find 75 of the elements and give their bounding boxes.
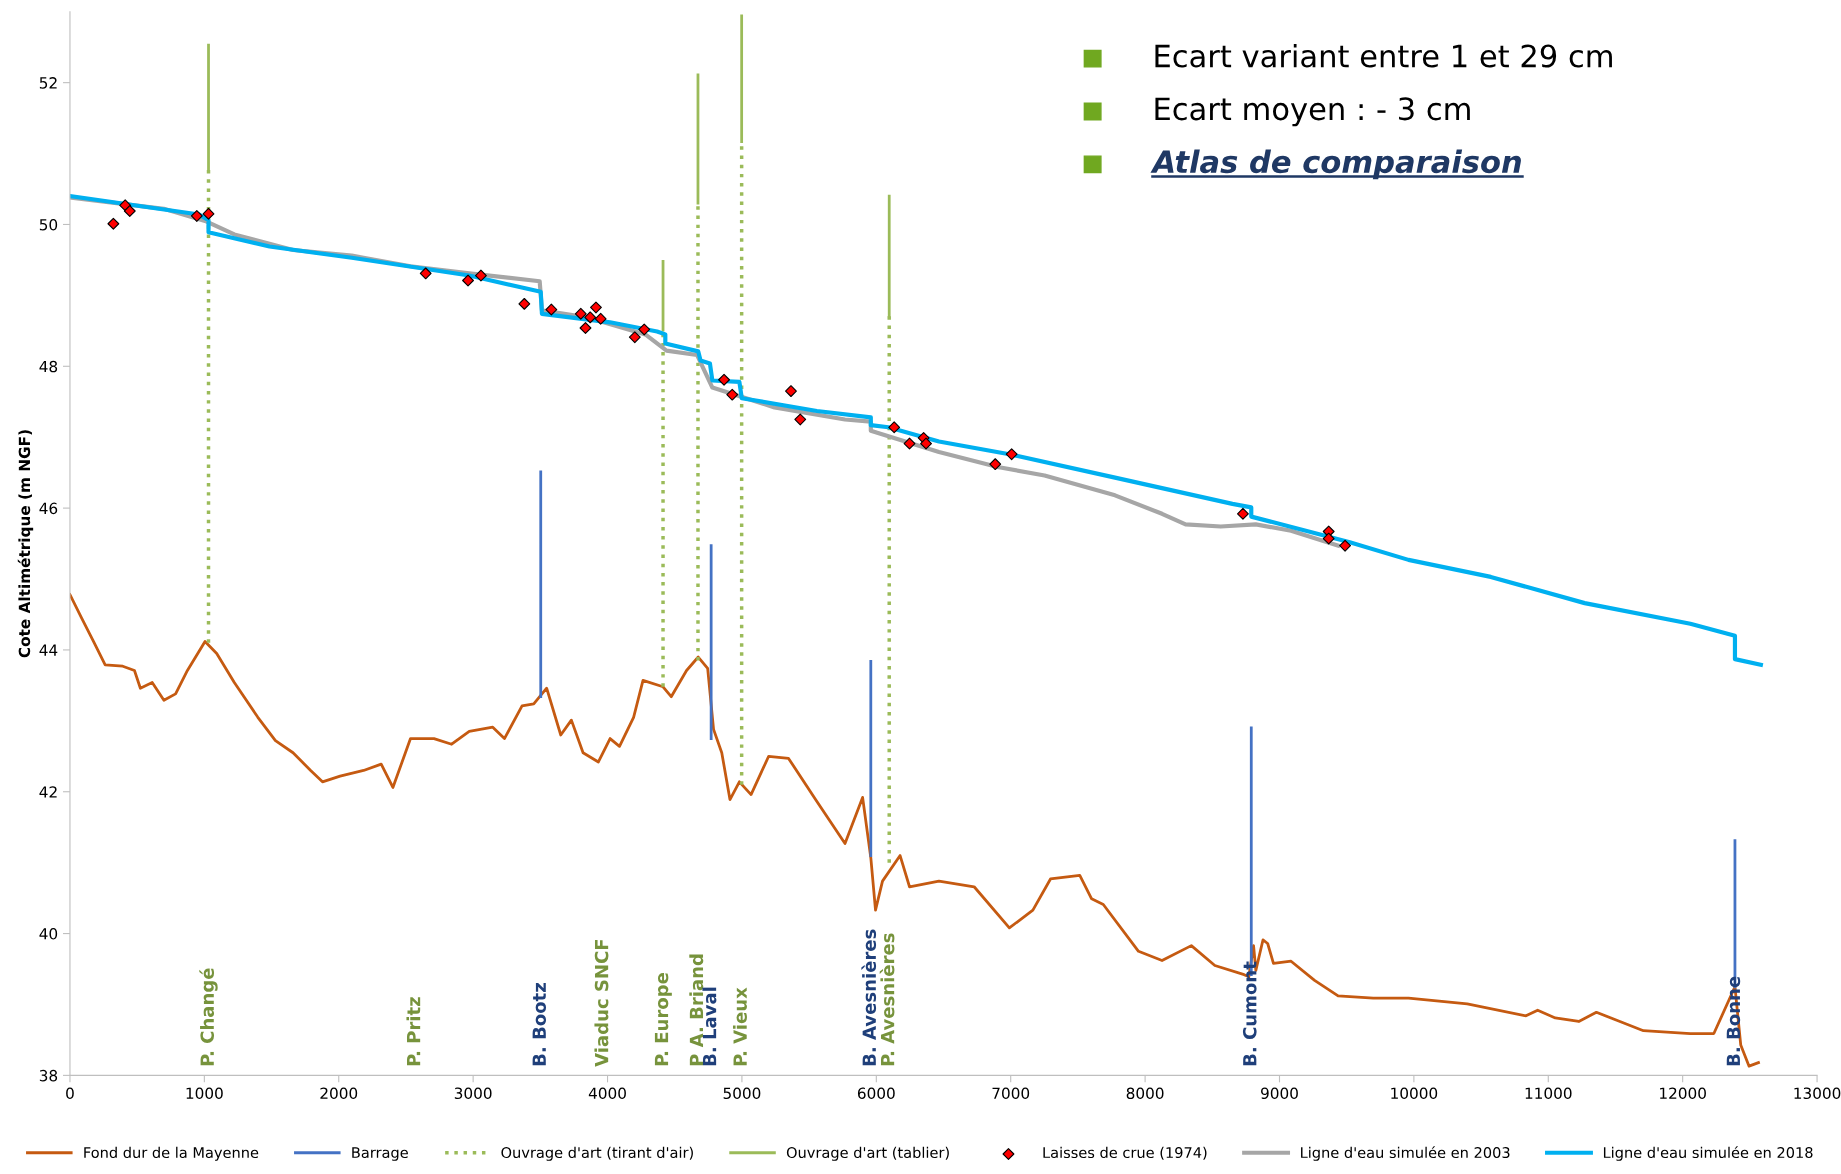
annotation: Viaduc SNCF (594, 939, 609, 1067)
y-tick-label: 48 (39, 360, 58, 373)
point (462, 274, 474, 287)
point (590, 301, 602, 314)
x-tick-label: 3000 (454, 1087, 492, 1100)
y-tick-label: 38 (39, 1069, 58, 1082)
annotation: Ecart moyen : - 3 cm (1155, 97, 1470, 127)
annotation: B. Laval (702, 987, 717, 1066)
x-tick-label: 0 (66, 1087, 74, 1100)
x-tick-label: 1000 (186, 1087, 223, 1100)
point (107, 217, 120, 230)
x-tick-label: 11000 (1525, 1087, 1572, 1100)
point (1322, 532, 1335, 545)
annotation: P. Changé (199, 968, 218, 1066)
point (419, 267, 432, 280)
y-tick-label: 42 (39, 786, 57, 798)
x-tick-label: 12000 (1660, 1087, 1706, 1100)
x-tick-label: 2000 (320, 1087, 358, 1100)
annotation: P. Avesnières (879, 933, 895, 1066)
annotation: B. Avesnières (861, 929, 877, 1066)
point (785, 385, 797, 398)
annotation: Ecart variant entre 1 et 29 cm (1155, 43, 1612, 68)
point (1237, 507, 1249, 520)
y-tick-label: 50 (39, 218, 58, 231)
y-axis-title: Cote Altimétrique (m NGF) (17, 430, 34, 658)
x-tick-label: 5000 (723, 1087, 761, 1100)
point (726, 388, 739, 401)
point (794, 413, 807, 426)
y-tick-label: 52 (39, 77, 57, 89)
point (920, 437, 932, 450)
x-tick-label: 9000 (1261, 1087, 1298, 1100)
point (1339, 539, 1352, 552)
point (190, 210, 203, 222)
point (574, 307, 587, 320)
annotation: P A. Briand (689, 954, 704, 1066)
point (1005, 448, 1018, 461)
annotation: P. Pritz (406, 997, 421, 1066)
point (123, 205, 136, 217)
point (638, 323, 651, 336)
point (202, 207, 215, 220)
x-tick-label: 7000 (992, 1087, 1030, 1100)
annotation: B. Cumont (1242, 961, 1257, 1066)
annotation: P. Europe (654, 973, 672, 1066)
point (888, 421, 901, 434)
legend-label: Ligne d'eau simulée en 2018 (1603, 1146, 1813, 1161)
legend-label: Barrage (352, 1147, 408, 1161)
point (474, 269, 487, 282)
x-tick-label: 13000 (1794, 1087, 1841, 1100)
annotation: B. Bootz (532, 983, 547, 1066)
line-series (69, 593, 1760, 1068)
point (903, 437, 916, 450)
y-tick-label: 40 (39, 928, 58, 940)
x-tick-label: 4000 (588, 1087, 626, 1100)
x-tick-label: 6000 (857, 1087, 895, 1100)
point (584, 311, 597, 324)
x-tick-label: 10000 (1391, 1087, 1438, 1100)
point (718, 373, 730, 386)
point (579, 322, 592, 334)
annotation: B. Bonne (1726, 976, 1741, 1066)
annotation: Atlas de comparaison (1150, 149, 1521, 180)
point (628, 331, 641, 344)
point (545, 303, 558, 316)
legend-label: Ligne d'eau simulée en 2003 (1301, 1146, 1510, 1161)
legend-label: Ouvrage d'art (tablier) (786, 1146, 949, 1161)
point (518, 297, 531, 310)
y-tick-label: 46 (39, 502, 58, 515)
legend-label: Laisses de crue (1974) (1043, 1146, 1207, 1160)
legend-label: Fond dur de la Mayenne (84, 1146, 259, 1161)
line-series (69, 194, 1763, 667)
y-tick-label: 44 (39, 644, 58, 656)
x-tick-label: 8000 (1126, 1087, 1164, 1100)
legend-label: Ouvrage d'art (tirant d'air) (501, 1146, 693, 1161)
point (594, 312, 607, 325)
annotation: P. Vieux (732, 987, 747, 1066)
point (989, 458, 1002, 471)
